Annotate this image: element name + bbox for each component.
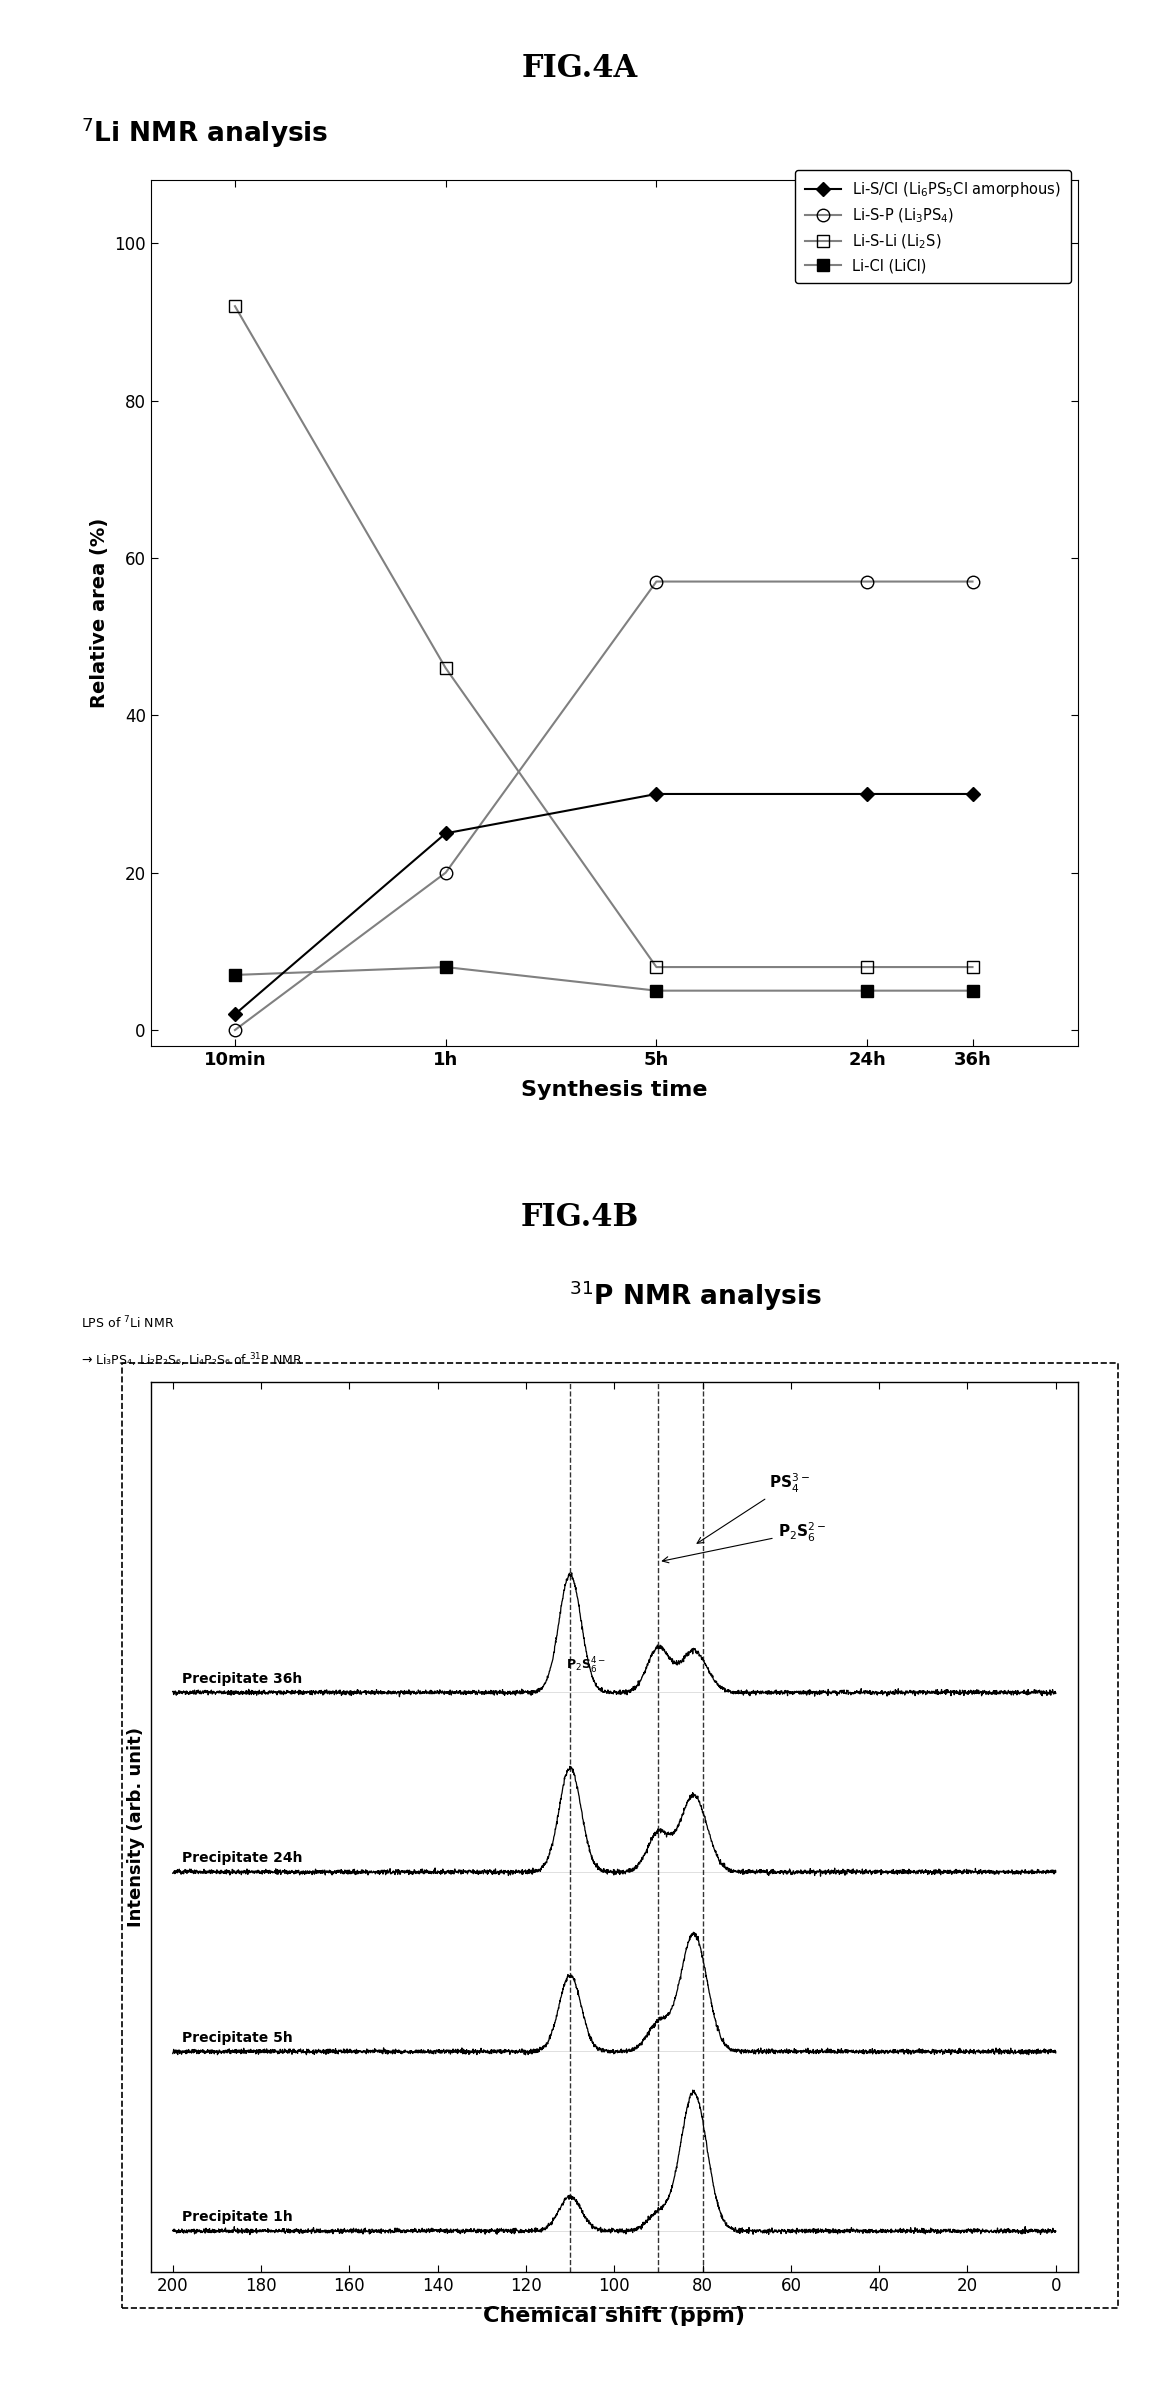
Legend: Li-S/Cl (Li$_{6}$PS$_{5}$Cl amorphous), Li-S-P (Li$_{3}$PS$_{4}$), Li-S-Li (Li$_: Li-S/Cl (Li$_{6}$PS$_{5}$Cl amorphous), …	[795, 171, 1071, 284]
Text: Precipitate 5h: Precipitate 5h	[182, 2031, 292, 2046]
Text: P$_{2}$S$_{6}^{4-}$: P$_{2}$S$_{6}^{4-}$	[566, 1656, 606, 1676]
Y-axis label: Relative area (%): Relative area (%)	[89, 517, 109, 709]
Text: P$_{2}$S$_{6}^{2-}$: P$_{2}$S$_{6}^{2-}$	[662, 1522, 826, 1563]
Text: PS$_{4}^{3-}$: PS$_{4}^{3-}$	[697, 1471, 810, 1543]
Y-axis label: Intensity (arb. unit): Intensity (arb. unit)	[127, 1726, 145, 1928]
Text: Precipitate 36h: Precipitate 36h	[182, 1671, 301, 1685]
Text: → Li₃PS₄, Li₂P₂S₆, Li₄P₂S₆ of $^{31}$P NMR: → Li₃PS₄, Li₂P₂S₆, Li₄P₂S₆ of $^{31}$P N…	[81, 1351, 302, 1368]
Text: $^{31}$P NMR analysis: $^{31}$P NMR analysis	[569, 1279, 822, 1313]
Text: $^{7}$Li NMR analysis: $^{7}$Li NMR analysis	[81, 115, 328, 149]
Text: LPS of $^{7}$Li NMR: LPS of $^{7}$Li NMR	[81, 1315, 175, 1332]
Text: FIG.4A: FIG.4A	[522, 53, 637, 84]
X-axis label: Synthesis time: Synthesis time	[522, 1079, 707, 1099]
X-axis label: Chemical shift (ppm): Chemical shift (ppm)	[483, 2305, 745, 2325]
Text: Precipitate 1h: Precipitate 1h	[182, 2209, 292, 2224]
Text: FIG.4B: FIG.4B	[520, 1202, 639, 1233]
Text: Precipitate 24h: Precipitate 24h	[182, 1851, 302, 1866]
